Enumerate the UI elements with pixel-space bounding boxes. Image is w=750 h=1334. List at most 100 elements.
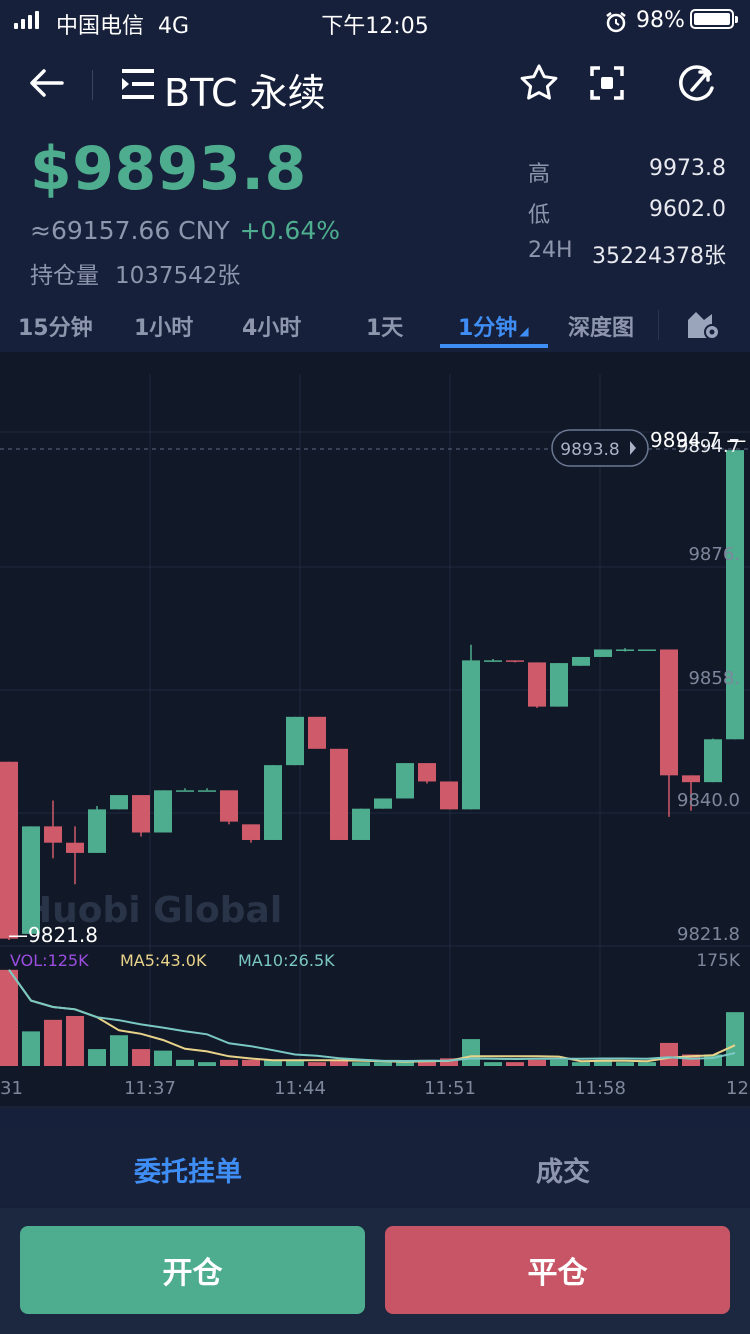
- min-price-marker: —9821.8: [8, 923, 98, 947]
- price-axis-label: 9858.: [688, 668, 740, 689]
- candle: [176, 788, 194, 792]
- tab-1day[interactable]: 1天: [366, 310, 403, 342]
- volume-bar: [616, 1062, 634, 1066]
- candle: [66, 826, 84, 884]
- volume-bar: [726, 1012, 744, 1066]
- volume-bar: [352, 1062, 370, 1066]
- volume-bar: [154, 1051, 172, 1066]
- ma10-legend: MA10:26.5K: [238, 951, 335, 970]
- price-change: +0.64%: [240, 216, 340, 245]
- tab-divider: [658, 310, 659, 340]
- volume-max-label: 175K: [696, 951, 740, 971]
- candle: [550, 663, 568, 707]
- volume-bar: [550, 1060, 568, 1066]
- candle: [154, 790, 172, 832]
- tab-open-orders[interactable]: 委托挂单: [134, 1150, 242, 1189]
- kline-svg: Huobi Global 9894.7 9876. 9858. 9840.0 9821.…: [0, 352, 750, 1108]
- candle: [132, 795, 150, 837]
- candle: [264, 765, 282, 840]
- candle: [484, 659, 502, 662]
- candle: [396, 763, 414, 798]
- volume-bar: [308, 1062, 326, 1066]
- candle: [528, 662, 546, 708]
- active-tab-indicator: [440, 344, 548, 348]
- alarm-icon: [604, 10, 628, 40]
- volume-bar: [44, 1020, 62, 1066]
- candle: [638, 649, 656, 651]
- volume-bar: [484, 1062, 502, 1066]
- volume-bar: [220, 1060, 238, 1066]
- stat-low: 低 9602.0: [528, 197, 726, 238]
- cny-price: ≈69157.66 CNY +0.64%: [30, 216, 340, 245]
- scan-icon[interactable]: [584, 60, 630, 106]
- candle: [704, 739, 722, 783]
- nav-bar: BTC 永续: [0, 42, 750, 132]
- volume-bar: [110, 1035, 128, 1066]
- battery-percent: 98%: [636, 8, 685, 33]
- volume-bar: [572, 1062, 590, 1066]
- volume-bar: [88, 1049, 106, 1066]
- price-axis-label: 9876.: [688, 544, 740, 565]
- candle: [462, 645, 480, 810]
- current-price-pill[interactable]: 9893.8: [552, 430, 648, 466]
- price-axis-label: 9821.8: [677, 924, 740, 945]
- order-tabs: 委托挂单 成交: [0, 1128, 750, 1206]
- volume-bar: [132, 1049, 150, 1066]
- last-price: $9893.8: [30, 134, 307, 204]
- timeframe-tabs: 15分钟 1小时 4小时 1天 1分钟 ◢ 深度图: [0, 300, 750, 352]
- volume-bar: [176, 1060, 194, 1066]
- tab-trades[interactable]: 成交: [536, 1150, 590, 1189]
- candle: [22, 826, 40, 934]
- open-position-button[interactable]: 开仓: [20, 1226, 365, 1314]
- nav-divider: [92, 70, 93, 100]
- candle: [726, 450, 744, 739]
- chart-settings-icon[interactable]: [686, 308, 722, 342]
- candle: [440, 781, 458, 809]
- stat-high: 高 9973.8: [528, 156, 726, 197]
- kline-chart[interactable]: Huobi Global 9894.7 9876. 9858. 9840.0 9821.…: [0, 352, 750, 1108]
- candle: [88, 806, 106, 853]
- time-axis-label: 11:51: [424, 1078, 476, 1099]
- vol-legend: VOL:125K: [10, 951, 89, 970]
- time-axis-label: 12:: [726, 1078, 750, 1099]
- candle: [0, 762, 18, 940]
- tab-4hour[interactable]: 4小时: [242, 310, 301, 342]
- tab-depth-chart[interactable]: 深度图: [568, 310, 634, 342]
- volume-bar: [462, 1039, 480, 1066]
- caret-down-icon: ◢: [519, 324, 528, 338]
- share-icon[interactable]: [674, 60, 720, 106]
- volume-bar: [198, 1062, 216, 1066]
- candle: [374, 798, 392, 808]
- tab-1min[interactable]: 1分钟 ◢: [458, 310, 529, 342]
- candle: [352, 809, 370, 840]
- open-interest: 持仓量 1037542张: [30, 256, 240, 290]
- max-price-marker: 9894.7 —: [650, 428, 746, 452]
- time-axis-label: 11:44: [274, 1078, 326, 1099]
- candle: [594, 649, 612, 656]
- back-arrow-icon[interactable]: [24, 60, 70, 106]
- candle: [572, 657, 590, 666]
- candle: [330, 749, 348, 840]
- candle: [220, 790, 238, 824]
- page-title: BTC 永续: [164, 62, 326, 117]
- volume-bar: [22, 1031, 40, 1066]
- close-position-button[interactable]: 平仓: [385, 1226, 730, 1314]
- volume-bar: [506, 1062, 524, 1066]
- star-icon[interactable]: [516, 60, 562, 106]
- volume-bar: [396, 1062, 414, 1066]
- time-axis-label: 31: [0, 1078, 23, 1099]
- volume-bar: [66, 1016, 84, 1066]
- svg-text:9893.8: 9893.8: [560, 440, 619, 460]
- tab-1hour[interactable]: 1小时: [134, 310, 193, 342]
- battery-icon: [690, 9, 734, 29]
- menu-icon[interactable]: [120, 68, 156, 100]
- volume-bar: [0, 970, 18, 1066]
- volume-bar: [638, 1062, 656, 1066]
- candle: [506, 660, 524, 662]
- ma5-legend: MA5:43.0K: [120, 951, 207, 970]
- volume-bar: [242, 1060, 260, 1066]
- ticker-stats: 高 9973.8 低 9602.0 24H 35224378张: [528, 156, 726, 279]
- candle: [242, 824, 260, 842]
- volume-bar: [528, 1060, 546, 1066]
- tab-15min[interactable]: 15分钟: [18, 310, 93, 342]
